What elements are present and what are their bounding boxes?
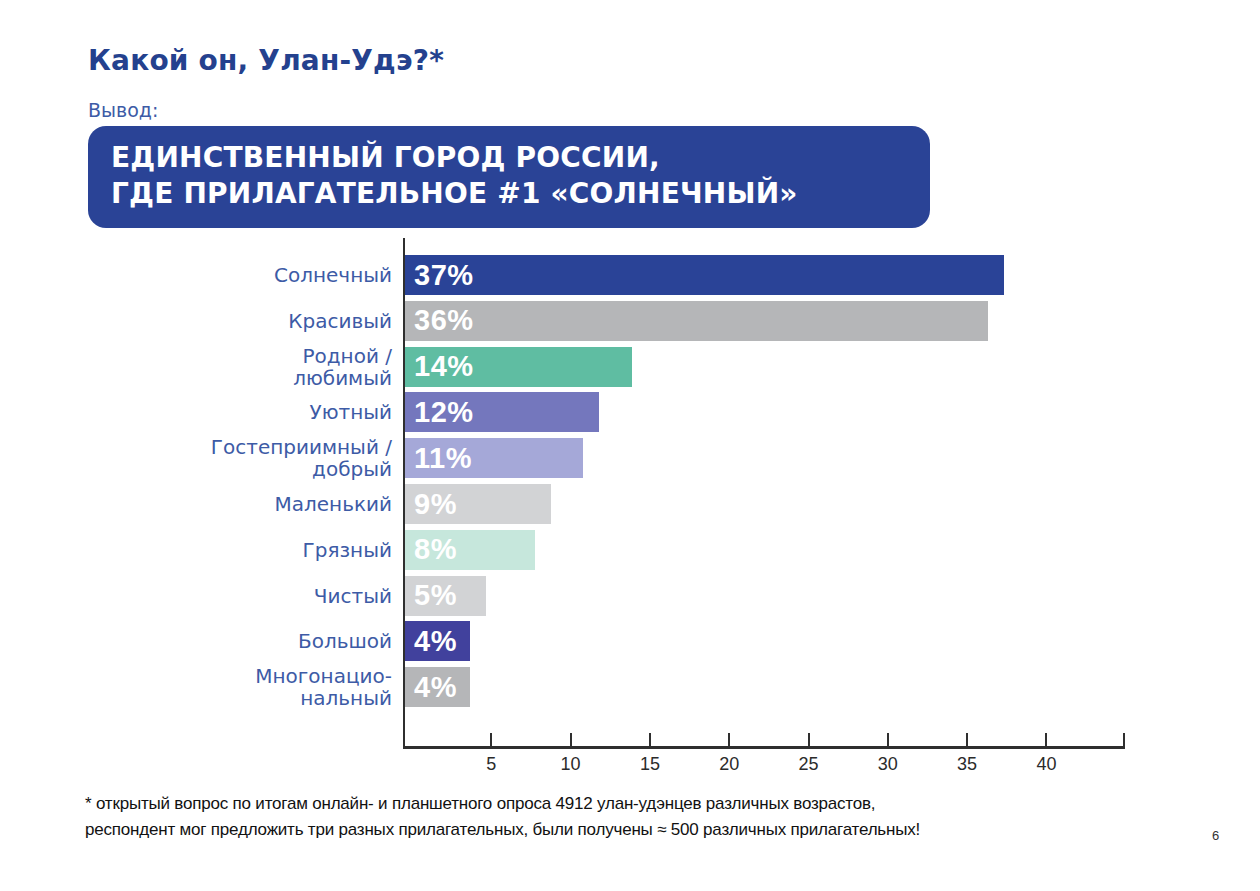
tick-mark (808, 733, 810, 746)
bar: 8% (405, 530, 535, 570)
tick-label: 20 (707, 754, 751, 775)
category-label: Гостеприимный / добрый (50, 438, 392, 478)
bar: 11% (405, 438, 583, 478)
category-label: Большой (50, 621, 392, 661)
category-label: Солнечный (50, 255, 392, 295)
value-label: 4% (405, 625, 457, 658)
category-label: Грязный (50, 530, 392, 570)
tick-label: 5 (469, 754, 513, 775)
value-label: 12% (405, 396, 474, 429)
value-label: 4% (405, 671, 457, 704)
category-label: Чистый (50, 576, 392, 616)
chart-row: Многонацио- нальный 4% (0, 667, 1260, 707)
tick-label: 25 (787, 754, 831, 775)
bar: 14% (405, 347, 632, 387)
chart-row: Грязный 8% (0, 530, 1260, 570)
category-label: Многонацио- нальный (50, 667, 392, 707)
page-number: 6 (1212, 828, 1219, 843)
chart-row: Солнечный 37% (0, 255, 1260, 295)
banner-line1: ЕДИНСТВЕННЫЙ ГОРОД РОССИИ, (111, 140, 930, 176)
category-label: Уютный (50, 392, 392, 432)
tick-label: 30 (866, 754, 910, 775)
value-label: 37% (405, 259, 474, 292)
value-label: 14% (405, 350, 474, 383)
chart-row: Родной / любимый 14% (0, 347, 1260, 387)
tick-label: 10 (549, 754, 593, 775)
chart-row: Чистый 5% (0, 576, 1260, 616)
page-title: Какой он, Улан-Удэ?* (88, 44, 444, 77)
conclusion-banner: ЕДИНСТВЕННЫЙ ГОРОД РОССИИ, ГДЕ ПРИЛАГАТЕ… (88, 126, 930, 228)
value-label: 9% (405, 488, 457, 521)
axis-end-tick (1123, 733, 1125, 746)
value-label: 36% (405, 304, 474, 337)
bar: 12% (405, 392, 599, 432)
chart-row: Маленький 9% (0, 484, 1260, 524)
tick-mark (887, 733, 889, 746)
chart-row: Уютный 12% (0, 392, 1260, 432)
bar: 5% (405, 576, 486, 616)
footnote: * открытый вопрос по итогам онлайн- и пл… (85, 791, 920, 843)
tick-mark (490, 733, 492, 746)
chart-row: Гостеприимный / добрый 11% (0, 438, 1260, 478)
value-label: 8% (405, 533, 457, 566)
bar: 9% (405, 484, 551, 524)
value-label: 11% (405, 442, 472, 475)
slide: Какой он, Улан-Удэ?* Вывод: ЕДИНСТВЕННЫЙ… (0, 0, 1260, 891)
tick-mark (728, 733, 730, 746)
tick-mark (1045, 733, 1047, 746)
value-label: 5% (405, 579, 457, 612)
tick-mark (570, 733, 572, 746)
bar: 4% (405, 621, 470, 661)
tick-mark (966, 733, 968, 746)
bar: 37% (405, 255, 1004, 295)
bar: 4% (405, 667, 470, 707)
category-label: Маленький (50, 484, 392, 524)
chart-row: Большой 4% (0, 621, 1260, 661)
tick-label: 35 (945, 754, 989, 775)
conclusion-label: Вывод: (88, 99, 158, 121)
banner-line2: ГДЕ ПРИЛАГАТЕЛЬНОЕ #1 «СОЛНЕЧНЫЙ» (111, 176, 930, 212)
category-label: Красивый (50, 301, 392, 341)
category-label: Родной / любимый (50, 347, 392, 387)
tick-label: 15 (628, 754, 672, 775)
footnote-line2: респондент мог предложить три разных при… (85, 817, 920, 843)
bar: 36% (405, 301, 988, 341)
chart-row: Красивый 36% (0, 301, 1260, 341)
x-axis-line (403, 746, 1125, 749)
tick-mark (649, 733, 651, 746)
footnote-line1: * открытый вопрос по итогам онлайн- и пл… (85, 791, 920, 817)
tick-label: 40 (1024, 754, 1068, 775)
